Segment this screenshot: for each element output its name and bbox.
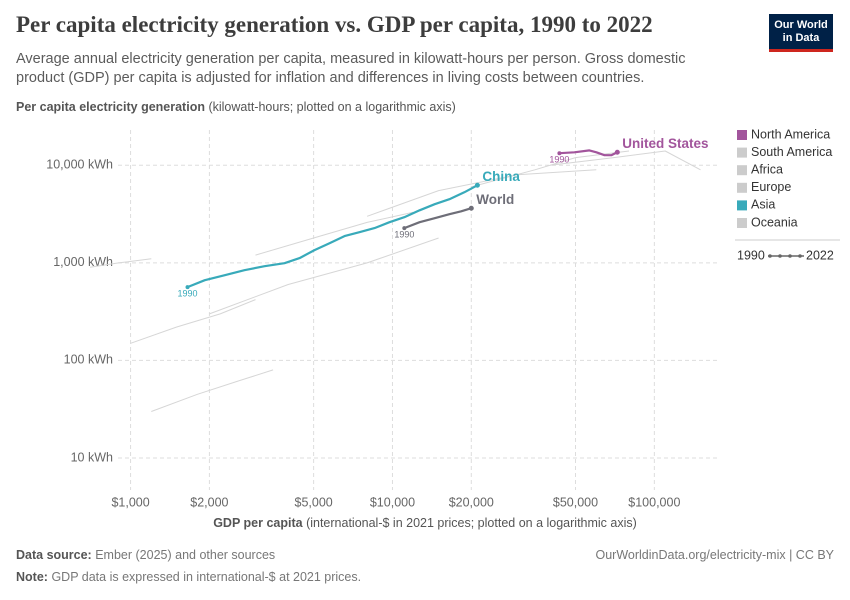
legend-label: Oceania — [751, 215, 798, 229]
legend-label: Asia — [751, 198, 775, 212]
logo[interactable]: Our World in Data — [769, 14, 833, 52]
legend-swatch — [737, 165, 747, 176]
series-line — [187, 184, 478, 289]
x-tick-label: $10,000 — [370, 495, 415, 509]
x-tick-label: $20,000 — [449, 495, 494, 509]
series-line — [209, 237, 439, 315]
time-legend-dot — [778, 254, 782, 258]
x-axis-label: GDP per capita (international-$ in 2021 … — [0, 516, 850, 530]
legend-swatch — [737, 218, 747, 228]
legend-swatch — [737, 182, 747, 193]
start-point — [402, 226, 407, 231]
note-text: GDP data is expressed in international-$… — [51, 570, 362, 584]
x-tick-label: $2,000 — [190, 495, 228, 509]
end-point — [614, 149, 620, 155]
start-label: 1990 — [394, 230, 414, 240]
note-label: Note: — [16, 570, 48, 584]
y-axis-label-detail: (kilowatt-hours; plotted on a logarithmi… — [208, 100, 456, 114]
time-legend-end: 2022 — [806, 248, 834, 262]
legend-swatch — [737, 147, 747, 158]
time-legend-dot — [768, 254, 772, 258]
series-label: China — [482, 169, 520, 184]
start-point — [185, 285, 190, 290]
y-tick-label: 10 kWh — [71, 450, 113, 464]
legend-label: Europe — [751, 180, 791, 194]
series-line — [550, 150, 701, 171]
series-line — [151, 369, 274, 412]
series-line — [130, 299, 256, 344]
end-point — [468, 205, 474, 211]
y-tick-label: 1,000 kWh — [53, 255, 113, 269]
legend-label: North America — [751, 127, 830, 141]
x-axis-label-main: GDP per capita — [213, 516, 303, 530]
y-axis-label-main: Per capita electricity generation — [16, 100, 205, 114]
start-point — [557, 151, 562, 156]
series-line — [255, 211, 414, 256]
legend-label: Africa — [751, 162, 783, 176]
chart-subtitle: Average annual electricity generation pe… — [16, 51, 686, 86]
end-point — [474, 182, 480, 188]
series-line — [366, 169, 597, 217]
time-legend-dot — [798, 254, 802, 258]
source-text[interactable]: Ember (2025) and other sources — [95, 548, 276, 562]
legend-swatch — [737, 130, 747, 140]
start-label: 1990 — [178, 289, 198, 299]
x-tick-label: $5,000 — [295, 495, 333, 509]
url[interactable]: OurWorldinData.org/electricity-mix | CC … — [595, 548, 835, 562]
y-tick-label: 10,000 kWh — [46, 158, 113, 172]
legend-swatch — [737, 200, 747, 211]
x-tick-label: $50,000 — [553, 495, 598, 509]
logo-line: in Data — [782, 32, 820, 44]
legend-label: South America — [751, 145, 832, 159]
series-label: World — [476, 192, 514, 207]
chart-title: Per capita electricity generation vs. GD… — [16, 12, 653, 37]
y-tick-label: 100 kWh — [64, 353, 113, 367]
series-line — [559, 149, 618, 157]
y-axis-label: Per capita electricity generation (kilow… — [16, 100, 456, 114]
start-label: 1990 — [549, 155, 569, 165]
source-label: Data source: — [16, 548, 92, 562]
source: Data source: Ember (2025) and other sour… — [16, 548, 275, 562]
x-tick-label: $1,000 — [111, 495, 149, 509]
time-legend-dot — [788, 254, 792, 258]
x-axis-label-detail: (international-$ in 2021 prices; plotted… — [306, 516, 637, 530]
logo-line: Our World — [774, 19, 828, 31]
time-legend-start: 1990 — [737, 248, 765, 262]
note: Note: GDP data is expressed in internati… — [16, 570, 361, 584]
x-tick-label: $100,000 — [628, 495, 680, 509]
series-label: United States — [622, 136, 708, 151]
series-line — [89, 258, 152, 268]
series-line — [403, 207, 472, 230]
